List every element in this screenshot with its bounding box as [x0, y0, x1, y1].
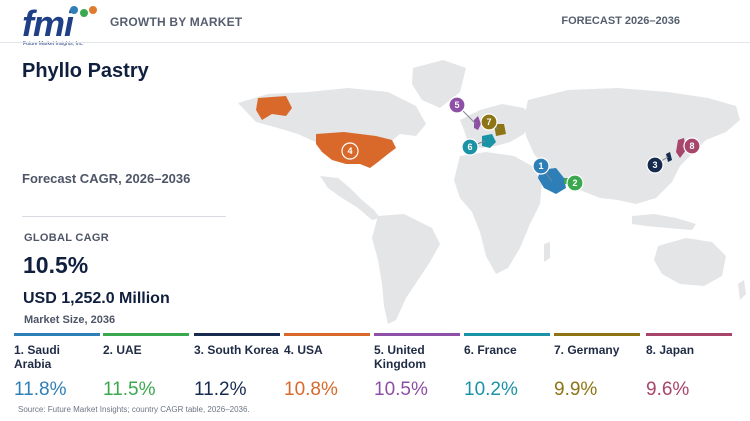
logo-dot-blue — [70, 6, 78, 14]
header-divider — [0, 42, 750, 43]
country-france — [482, 134, 496, 148]
country-japan — [676, 138, 686, 158]
marker-3-label: 3 — [652, 160, 657, 170]
country-card: 1. Saudi Arabia 11.8% — [14, 333, 100, 401]
country-cagr: 11.2% — [194, 379, 247, 400]
country-alaska-usa — [256, 96, 292, 120]
landmass-central-america — [320, 176, 380, 220]
country-cagr: 9.9% — [554, 379, 598, 400]
landmass-new-zealand — [738, 280, 746, 300]
logo-tagline: Future Market Insights, Inc. — [23, 41, 84, 47]
country-card: 3. South Korea 11.2% — [194, 333, 280, 401]
country-name: 6. France — [464, 343, 517, 357]
landmass-indonesia — [632, 214, 696, 230]
world-map: 1 2 3 4 5 6 7 8 — [238, 60, 746, 324]
marker-8-label: 8 — [689, 141, 694, 151]
country-name: 4. USA — [284, 343, 323, 357]
country-uk — [474, 116, 481, 130]
marker-5-uk: 5 — [448, 96, 466, 114]
header-forecast-period: FORECAST 2026–2036 — [561, 15, 680, 27]
country-color-bar — [374, 333, 460, 336]
country-south-korea — [666, 152, 672, 162]
marker-7-germany: 7 — [480, 113, 498, 131]
marker-5-label: 5 — [454, 100, 459, 110]
landmass-madagascar — [544, 242, 550, 262]
country-name: 8. Japan — [646, 343, 695, 357]
country-color-bar — [554, 333, 640, 336]
country-card: 5. United Kingdom 10.5% — [374, 333, 460, 401]
global-cagr-value: 10.5% — [23, 252, 89, 278]
marker-2-uae: 2 — [566, 174, 584, 192]
country-name: 7. Germany — [554, 343, 620, 357]
market-size-label: Market Size, 2036 — [24, 314, 116, 326]
logo-dot-orange — [89, 6, 97, 14]
landmass-south-america — [372, 214, 440, 324]
logo-dot-green — [80, 9, 88, 17]
country-color-bar — [284, 333, 370, 336]
source-note: Source: Future Market Insights; country … — [18, 405, 250, 414]
market-size-value: USD 1,252.0 Million — [23, 290, 170, 307]
country-color-bar — [194, 333, 280, 336]
marker-pins: 1 2 3 4 5 6 7 8 — [341, 96, 701, 192]
marker-6-france: 6 — [461, 138, 479, 156]
forecast-cagr-label: Forecast CAGR, 2026–2036 — [22, 171, 191, 186]
header-section-title: GROWTH BY MARKET — [110, 15, 243, 29]
country-name: 2. UAE — [103, 343, 142, 357]
country-usa — [316, 132, 396, 168]
country-card: 8. Japan 9.6% — [646, 333, 732, 401]
marker-4-label: 4 — [347, 146, 352, 156]
country-card: 6. France 10.2% — [464, 333, 550, 401]
country-cagr: 10.8% — [284, 379, 338, 400]
logo-wordmark: fmi — [22, 3, 74, 44]
global-cagr-label: GLOBAL CAGR — [24, 232, 109, 244]
fmi-logo[interactable]: fmi Future Market Insights, Inc. — [22, 3, 100, 47]
country-name: 3. South Korea — [194, 343, 279, 357]
country-cagr: 11.5% — [103, 379, 156, 400]
country-cagr: 10.5% — [374, 379, 428, 400]
country-card: 7. Germany 9.9% — [554, 333, 640, 401]
marker-8-japan: 8 — [683, 137, 701, 155]
country-cagr-list: 1. Saudi Arabia 11.8% 2. UAE 11.5% 3. So… — [14, 333, 744, 403]
country-color-bar — [103, 333, 189, 336]
landmass-greenland — [412, 60, 466, 108]
country-card: 4. USA 10.8% — [284, 333, 370, 401]
country-cagr: 9.6% — [646, 379, 690, 400]
country-color-bar — [464, 333, 550, 336]
country-name: 5. United Kingdom — [374, 343, 426, 371]
country-color-bar — [646, 333, 732, 336]
landmass-australia — [654, 238, 726, 286]
marker-4-usa: 4 — [341, 142, 359, 160]
country-card: 2. UAE 11.5% — [103, 333, 189, 401]
page-title: Phyllo Pastry — [22, 60, 149, 82]
country-color-bar — [14, 333, 100, 336]
marker-1-label: 1 — [538, 161, 543, 171]
country-cagr: 10.2% — [464, 379, 518, 400]
country-germany — [494, 124, 506, 136]
panel-divider — [22, 216, 226, 217]
country-name: 1. Saudi Arabia — [14, 343, 61, 371]
marker-3-south-korea: 3 — [646, 156, 664, 174]
marker-1-saudi-arabia: 1 — [532, 157, 550, 175]
country-cagr: 11.8% — [14, 379, 67, 400]
marker-7-label: 7 — [486, 117, 491, 127]
landmass-africa — [454, 152, 542, 274]
marker-2-label: 2 — [572, 178, 577, 188]
marker-6-label: 6 — [467, 142, 472, 152]
land-masses — [238, 60, 746, 324]
